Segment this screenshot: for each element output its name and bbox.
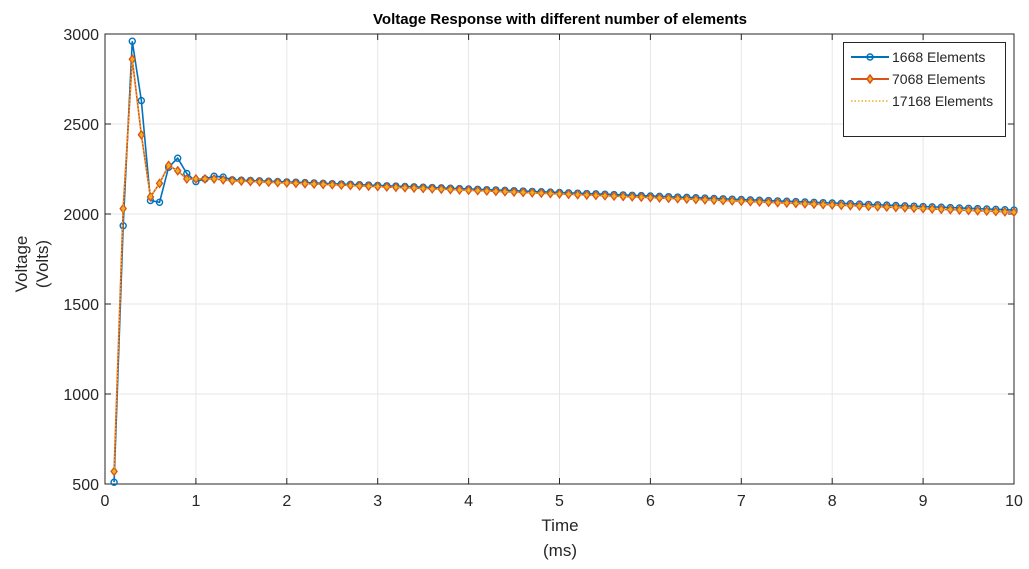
data-point (901, 202, 909, 213)
data-point (110, 478, 118, 486)
series-17168-elements (113, 59, 1015, 472)
data-point (219, 174, 227, 185)
data-point (701, 194, 709, 205)
data-point (864, 201, 873, 212)
series-line (113, 41, 1015, 483)
data-point (955, 204, 964, 216)
data-point (501, 186, 509, 197)
data-point (137, 129, 146, 140)
data-point (473, 185, 482, 196)
data-point (728, 195, 737, 206)
x-tick-label: 10 (1005, 493, 1023, 510)
data-point (992, 206, 1000, 217)
data-point (492, 186, 500, 197)
legend-label: 17168 Elements (892, 93, 994, 109)
x-tick-label: 8 (828, 493, 837, 510)
data-point (628, 191, 637, 202)
legend-swatch-diamond (851, 73, 889, 85)
y-tick-label: 500 (72, 477, 99, 494)
data-point (819, 199, 827, 210)
data-point (546, 188, 555, 199)
data-point (655, 192, 664, 203)
data-point (746, 196, 755, 207)
axes: 0 1 2 3 4 5 6 7 8 9 10 500 1000 1500 2000 2500 3000 (63, 27, 1023, 510)
data-point (773, 197, 782, 208)
legend-item-1668: 1668 Elements (844, 46, 1005, 68)
data-point (137, 96, 146, 105)
data-point (364, 181, 373, 192)
data-point (273, 177, 282, 188)
data-point (592, 190, 600, 201)
data-point (155, 198, 164, 207)
legend-label: 7068 Elements (892, 71, 986, 87)
x-tick-label: 6 (646, 493, 655, 510)
y-axis-label-line2: (Volts) (33, 240, 52, 288)
x-tick-label: 4 (464, 493, 473, 510)
y-tick-label: 1500 (63, 297, 99, 314)
y-axis-label-line1: Voltage (12, 236, 31, 293)
data-point (355, 180, 364, 191)
series-layer (110, 37, 1018, 486)
data-point (201, 173, 209, 184)
x-axis-label-line2: (ms) (543, 541, 577, 560)
data-point (292, 178, 300, 189)
data-point (310, 178, 318, 190)
data-point (855, 200, 864, 212)
data-point (719, 195, 727, 206)
data-point (319, 179, 327, 190)
axes-box (104, 33, 1015, 485)
data-point (1001, 206, 1009, 217)
data-point (246, 176, 255, 187)
legend-swatch-dotted (851, 100, 889, 102)
data-point (564, 189, 573, 200)
y-tick-label: 2500 (63, 117, 99, 134)
data-point (228, 175, 237, 186)
data-point (637, 192, 646, 203)
x-tick-label: 1 (191, 493, 200, 510)
data-point (337, 180, 346, 191)
x-tick-label: 7 (737, 493, 746, 510)
data-point (946, 204, 955, 215)
data-point (128, 37, 136, 45)
data-point (428, 183, 437, 194)
y-tick-label: 1000 (63, 387, 99, 404)
legend-label: 1668 Elements (892, 49, 986, 65)
data-point (174, 154, 182, 162)
data-point (910, 203, 918, 214)
data-point (582, 189, 591, 201)
data-point (973, 205, 982, 216)
x-tick-label: 2 (282, 493, 291, 510)
y-tick-label: 2000 (63, 207, 99, 224)
x-tick-label: 9 (919, 493, 928, 510)
data-point (673, 193, 682, 204)
data-point (264, 177, 273, 188)
data-point (610, 191, 618, 202)
legend-item-17168: 17168 Elements (844, 90, 1005, 112)
data-point (837, 200, 846, 211)
data-point (382, 181, 391, 193)
y-tick-label: 3000 (63, 27, 99, 44)
x-axis-label-line1: Time (541, 516, 578, 535)
x-tick-label: 0 (101, 493, 110, 510)
legend-item-7068: 7068 Elements (844, 68, 1005, 90)
x-tick-label: 3 (373, 493, 382, 510)
data-point (882, 201, 891, 213)
data-point (928, 203, 937, 214)
legend: 1668 Elements 7068 Elements 17168 Elemen… (843, 42, 1006, 137)
data-point (792, 198, 800, 209)
data-point (519, 187, 527, 198)
data-point (682, 193, 691, 205)
data-point (764, 197, 773, 208)
series-line (113, 59, 1015, 472)
data-point (455, 184, 464, 195)
chart-title: Voltage Response with different number o… (373, 11, 747, 28)
data-point (537, 188, 546, 199)
data-point (401, 182, 409, 193)
data-point (182, 173, 191, 184)
data-point (810, 199, 818, 210)
x-tick-label: 5 (555, 493, 564, 510)
data-point (410, 182, 418, 194)
legend-swatch-circle (851, 53, 889, 61)
data-point (446, 184, 455, 195)
